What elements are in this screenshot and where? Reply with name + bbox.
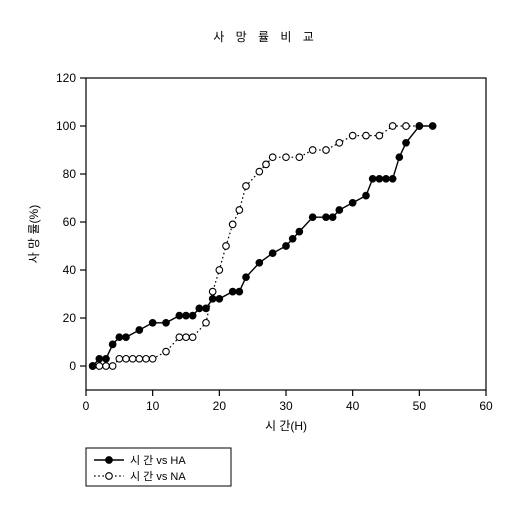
svg-text:0: 0 (69, 359, 76, 373)
svg-text:30: 30 (279, 399, 293, 413)
chart-svg: 0 10 20 30 40 50 60 0 20 40 60 80 100 120 시 간(H) 사 망 률(… (0, 0, 531, 509)
svg-text:60: 60 (63, 215, 77, 229)
svg-text:80: 80 (63, 167, 77, 181)
svg-text:40: 40 (63, 263, 77, 277)
chart-container: 사 망 률 비 교 0102030405060020406080100120시 … (0, 0, 531, 509)
svg-text:20: 20 (213, 399, 227, 413)
svg-text:시 간(H): 시 간(H) (265, 419, 307, 433)
svg-text:시 간 vs HA: 시 간 vs HA (130, 454, 186, 467)
svg-text:40: 40 (346, 399, 360, 413)
svg-text:120: 120 (56, 71, 76, 85)
svg-text:20: 20 (63, 311, 77, 325)
svg-text:0: 0 (83, 399, 90, 413)
svg-text:60: 60 (479, 399, 493, 413)
svg-text:10: 10 (146, 399, 160, 413)
svg-text:시 간 vs NA: 시 간 vs NA (130, 470, 186, 483)
svg-text:50: 50 (413, 399, 427, 413)
svg-text:100: 100 (56, 119, 76, 133)
svg-text:사 망 률(%): 사 망 률(%) (27, 205, 41, 263)
